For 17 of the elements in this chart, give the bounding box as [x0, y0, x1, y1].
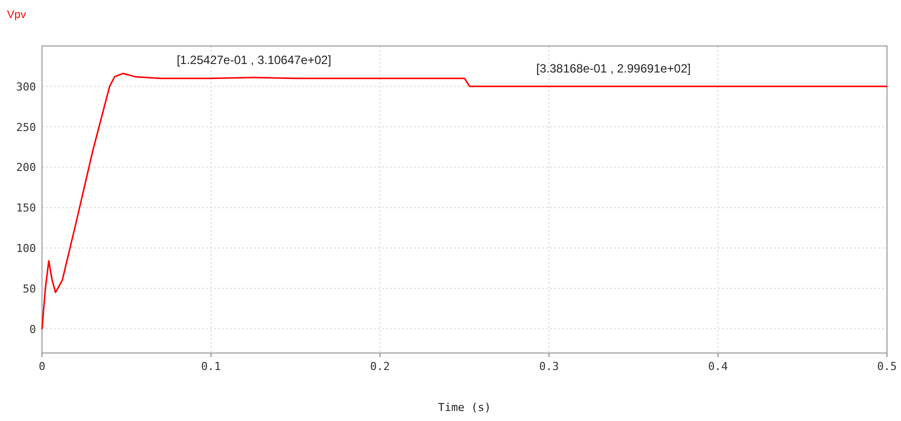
x-tick-label: 0 — [38, 360, 46, 373]
x-tick-label: 0.5 — [877, 360, 897, 373]
y-tick-label: 100 — [16, 242, 36, 255]
y-tick-label: 150 — [16, 202, 36, 215]
y-tick-label: 200 — [16, 161, 36, 174]
annotation: [3.38168e-01 , 2.99691e+02] — [536, 62, 691, 76]
x-axis-title: Time (s) — [438, 401, 491, 414]
text: Vpv — [7, 9, 26, 21]
y-tick-label: 300 — [16, 80, 36, 94]
y-tick-label: 250 — [16, 120, 36, 134]
x-tick-label: 0.4 — [708, 360, 728, 373]
y-tick-label: 50 — [22, 282, 36, 296]
x-tick-label: 0.3 — [539, 360, 559, 373]
annotation: [1.25427e-01 , 3.10647e+02] — [176, 52, 332, 67]
x-tick-label: 0.1 — [201, 360, 221, 373]
y-tick-label: 0 — [29, 322, 36, 336]
x-tick-label: 0.2 — [370, 360, 390, 373]
